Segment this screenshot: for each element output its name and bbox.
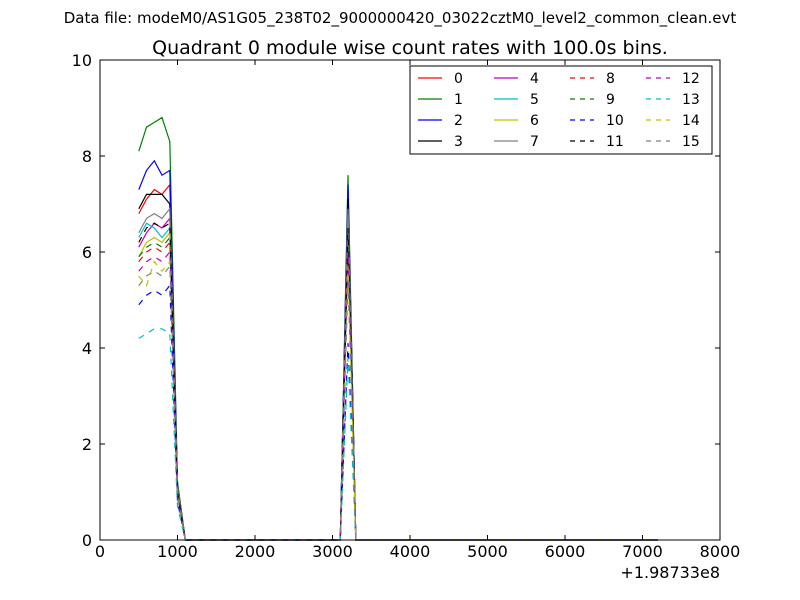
legend-label-7: 7 [530, 134, 539, 150]
y-tick-label: 8 [82, 147, 92, 166]
legend-label-5: 5 [530, 92, 539, 108]
legend-label-6: 6 [530, 113, 539, 129]
y-tick-label: 10 [72, 51, 92, 70]
x-tick-label: 1000 [157, 542, 198, 561]
legend-label-8: 8 [606, 71, 615, 87]
y-tick-label: 0 [82, 531, 92, 550]
legend-label-13: 13 [682, 92, 700, 108]
legend-label-0: 0 [454, 71, 463, 87]
x-tick-label: 3000 [312, 542, 353, 561]
x-tick-label: 7000 [622, 542, 663, 561]
x-tick-label: 5000 [467, 542, 508, 561]
figure-suptitle: Data file: modeM0/AS1G05_238T02_90000004… [64, 9, 737, 28]
legend-label-9: 9 [606, 92, 615, 108]
x-tick-label: 0 [95, 542, 105, 561]
legend-label-3: 3 [454, 134, 463, 150]
x-tick-label: 8000 [700, 542, 741, 561]
x-tick-label: 2000 [235, 542, 276, 561]
y-tick-label: 6 [82, 243, 92, 262]
x-tick-label: 6000 [545, 542, 586, 561]
legend-label-15: 15 [682, 134, 700, 150]
legend-label-12: 12 [682, 71, 700, 87]
x-offset-label: +1.98733e8 [620, 563, 720, 582]
legend-label-11: 11 [606, 134, 624, 150]
legend-label-1: 1 [454, 92, 463, 108]
y-tick-label: 2 [82, 435, 92, 454]
y-tick-label: 4 [82, 339, 92, 358]
x-tick-label: 4000 [390, 542, 431, 561]
legend-label-10: 10 [606, 113, 624, 129]
chart-title: Quadrant 0 module wise count rates with … [152, 37, 668, 59]
legend-label-14: 14 [682, 113, 700, 129]
legend-box [409, 65, 713, 155]
legend-label-4: 4 [530, 71, 539, 87]
legend-label-2: 2 [454, 113, 463, 129]
